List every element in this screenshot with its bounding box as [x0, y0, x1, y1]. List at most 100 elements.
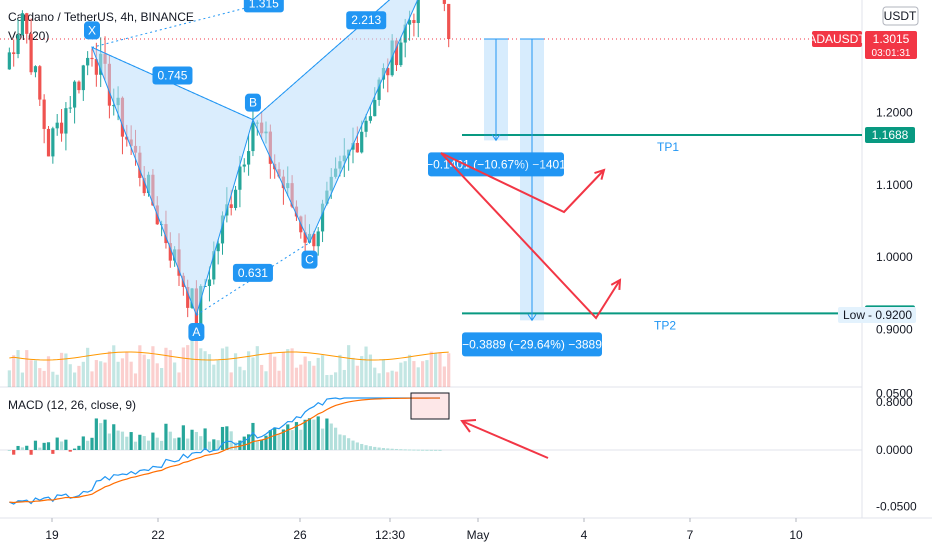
volume-bar — [307, 361, 312, 387]
projection-arrowhead — [610, 278, 622, 291]
candle-body — [251, 122, 255, 152]
volume-bar — [342, 369, 346, 387]
macd-histogram-bar — [186, 438, 190, 450]
volume-bar — [86, 347, 90, 387]
volume-bar — [42, 370, 46, 387]
candle-body — [81, 65, 85, 91]
macd-histogram-bar — [116, 430, 120, 450]
projection-arrowhead — [594, 168, 606, 180]
volume-bar — [33, 360, 38, 387]
macd-histogram-bar — [329, 423, 333, 450]
volume-bar — [416, 367, 420, 387]
macd-histogram-bar — [342, 435, 346, 450]
candle-body — [368, 116, 372, 121]
volume-bar — [403, 361, 407, 387]
volume-bar — [242, 370, 246, 387]
volume-bar — [442, 366, 446, 387]
volume-bar — [421, 361, 425, 387]
macd-histogram-bar — [216, 440, 220, 450]
volume-bar — [247, 351, 251, 387]
volume-bar — [329, 374, 333, 387]
volume-bar — [38, 368, 42, 387]
macd-histogram-bar — [160, 440, 164, 450]
macd-histogram-bar — [303, 419, 307, 450]
macd-histogram-bar — [25, 445, 29, 450]
projection-path-1 — [440, 152, 605, 214]
ratio-label: 1.315 — [249, 0, 279, 10]
volume-bar — [16, 350, 20, 387]
volume-bar — [347, 345, 351, 387]
volume-bar — [112, 345, 116, 387]
measure-arrowhead — [491, 134, 501, 142]
ratio-badge — [232, 263, 273, 282]
measure-label: −0.1401 (−10.67%) −1401 — [426, 157, 566, 171]
macd-histogram-bar — [364, 445, 368, 450]
volume-bar — [59, 352, 64, 387]
macd-histogram-bar — [229, 431, 233, 450]
volume-bar — [25, 350, 29, 387]
pattern-point-c-badge — [301, 250, 318, 269]
candle-body — [33, 66, 38, 73]
macd-histogram-bar — [133, 441, 138, 450]
level-sl-label: SL — [661, 0, 676, 1]
level-tp1-price-tag — [865, 127, 915, 144]
macd-histogram-bar — [386, 448, 390, 450]
macd-histogram-bar — [260, 439, 264, 450]
volume-bar — [303, 356, 307, 387]
last-price-tag — [865, 31, 917, 60]
projection-path-2 — [440, 152, 621, 320]
volume-bar — [212, 364, 216, 387]
macd-histogram-bar — [142, 436, 146, 450]
macd-histogram-bar — [273, 427, 277, 450]
volume-bar — [294, 367, 299, 387]
candle-body — [7, 52, 11, 70]
macd-histogram-bar — [281, 429, 285, 450]
macd-histogram-bar — [181, 425, 185, 450]
macd-histogram-bar — [407, 449, 412, 451]
candle-body — [207, 279, 212, 287]
volume-bar — [264, 371, 268, 387]
volume-bar — [299, 364, 303, 387]
macd-histogram-bar — [151, 432, 155, 450]
candle-body — [233, 189, 238, 208]
candle-body — [360, 131, 364, 153]
candle-body — [403, 24, 407, 43]
candle-body — [46, 128, 51, 157]
candle-body — [77, 81, 81, 91]
macd-histogram-bar — [429, 449, 433, 451]
macd-histogram-bar — [168, 431, 172, 450]
volume-bar — [360, 356, 364, 387]
macd-histogram-bar — [68, 450, 72, 452]
volume-bar — [386, 372, 390, 387]
volume-bar — [412, 361, 416, 387]
macd-histogram-bar — [64, 439, 68, 450]
pattern-bcd-triangle — [252, 0, 419, 244]
candle-body — [112, 105, 116, 107]
candle-body — [68, 107, 72, 109]
volume-bar — [64, 353, 68, 387]
volume-bar — [46, 356, 51, 387]
ratio-badge — [152, 66, 193, 85]
candle-body — [399, 42, 403, 66]
pattern-point-b-badge — [244, 93, 261, 112]
macd-histogram-bar — [164, 423, 168, 450]
time-tick: 22 — [151, 528, 165, 542]
macd-histogram-bar — [112, 424, 116, 450]
volume-bar — [312, 365, 316, 387]
macd-histogram-bar — [368, 446, 372, 450]
candle-body — [355, 142, 359, 153]
volume-bar — [177, 372, 181, 387]
volume-bar — [107, 351, 111, 387]
candle-body — [447, 3, 451, 40]
measure-label-box — [428, 152, 564, 177]
volume-bar — [334, 372, 338, 387]
macd-histogram-bar — [94, 418, 98, 450]
measure-label-box — [462, 332, 602, 357]
macd-histogram-bar — [338, 434, 342, 450]
volume-bar — [94, 360, 98, 387]
crossover-pointer-arrowhead — [460, 419, 477, 433]
countdown: 03:01:31 — [872, 48, 911, 59]
macd-histogram-bar — [12, 450, 16, 455]
candle-body — [55, 122, 59, 129]
